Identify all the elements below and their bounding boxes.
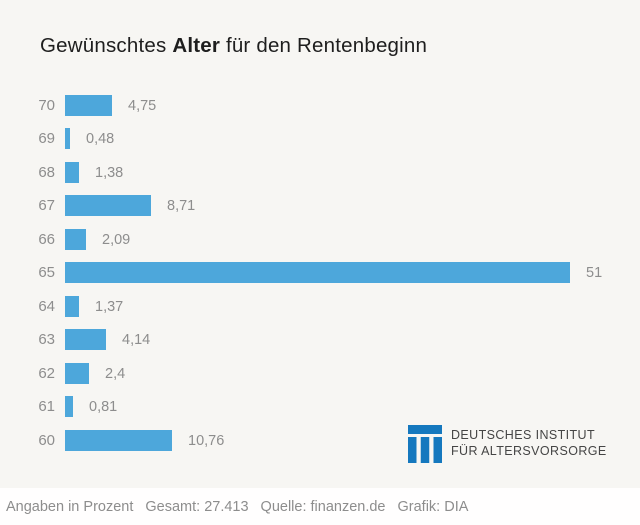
footer-source: Quelle: finanzen.de: [260, 498, 386, 515]
category-label: 69: [38, 130, 55, 147]
bar-row: 61 0,81: [0, 396, 117, 417]
bar: [65, 396, 73, 417]
bar: [65, 95, 112, 116]
footer-bar: Angaben in Prozent Gesamt: 27.413 Quelle…: [0, 488, 640, 525]
bar-row: 65 51: [0, 262, 602, 283]
category-label: 65: [38, 264, 55, 281]
bar: [65, 363, 89, 384]
dia-logo: DEUTSCHES INSTITUT FÜR ALTERSVORSORGE: [408, 425, 607, 463]
footer-credit: Grafik: DIA: [397, 498, 469, 515]
bar: [65, 329, 106, 350]
bar: [65, 229, 86, 250]
category-label: 67: [38, 197, 55, 214]
value-label: 4,75: [128, 97, 157, 114]
value-label: 1,37: [95, 298, 124, 315]
chart-title-prefix: Gewünschtes: [40, 34, 167, 57]
category-label: 64: [38, 298, 55, 315]
bar: [65, 262, 570, 283]
value-label: 1,38: [95, 164, 124, 181]
value-label: 8,71: [167, 197, 196, 214]
dia-logo-text: DEUTSCHES INSTITUT FÜR ALTERSVORSORGE: [451, 425, 607, 459]
category-label: 70: [38, 97, 55, 114]
bar-row: 62 2,4: [0, 363, 125, 384]
value-label: 0,48: [86, 130, 115, 147]
footer-note: Angaben in Prozent: [6, 498, 134, 515]
bar-row: 67 8,71: [0, 195, 195, 216]
category-label: 60: [38, 432, 55, 449]
value-label: 2,09: [102, 231, 131, 248]
dia-logo-line2: FÜR ALTERSVORSORGE: [451, 444, 607, 458]
category-label: 62: [38, 365, 55, 382]
chart-title-suffix: für den Rentenbeginn: [225, 34, 428, 57]
footer-total: Gesamt: 27.413: [145, 498, 249, 515]
bar: [65, 128, 70, 149]
category-label: 63: [38, 331, 55, 348]
bar-row: 63 4,14: [0, 329, 150, 350]
value-label: 4,14: [122, 331, 151, 348]
value-label: 51: [586, 264, 603, 281]
bar: [65, 162, 79, 183]
dia-logo-line1: DEUTSCHES INSTITUT: [451, 428, 596, 442]
bar: [65, 296, 79, 317]
chart-title-emphasis: Alter: [172, 34, 221, 57]
chart-title: Gewünschtes Alter für den Rentenbeginn: [40, 34, 427, 58]
category-label: 68: [38, 164, 55, 181]
bar-row: 70 4,75: [0, 95, 156, 116]
bar-row: 68 1,38: [0, 162, 123, 183]
bar-row: 64 1,37: [0, 296, 123, 317]
value-label: 10,76: [188, 432, 225, 449]
bar-chart: 70 4,75 69 0,48 68 1,38 67 8,71 66 2,09 65 51 64 1,37…: [0, 95, 602, 451]
bar: [65, 195, 151, 216]
value-label: 2,4: [105, 365, 126, 382]
bar: [65, 430, 172, 451]
bar-row: 60 10,76: [0, 430, 224, 451]
value-label: 0,81: [89, 398, 118, 415]
category-label: 61: [38, 398, 55, 415]
dia-columns-icon: [408, 425, 442, 463]
category-label: 66: [38, 231, 55, 248]
bar-row: 69 0,48: [0, 128, 114, 149]
bar-row: 66 2,09: [0, 229, 130, 250]
